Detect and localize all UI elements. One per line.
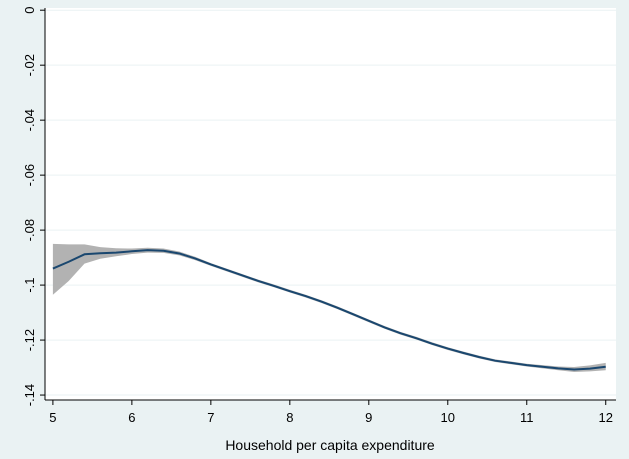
x-tick-label: 10	[441, 410, 455, 425]
y-tick-label: -.1	[22, 278, 37, 293]
grid-lines	[45, 9, 616, 396]
ci-band	[52, 243, 606, 372]
y-ticks: 0 -.02 -.04 -.06 -.08 -.1 -.12 -.14	[22, 7, 45, 406]
x-tick-label: 12	[598, 410, 612, 425]
x-tick-label: 7	[207, 410, 214, 425]
x-tick-label: 11	[520, 410, 534, 425]
x-tick-label: 8	[286, 410, 293, 425]
y-tick-label: -.02	[22, 54, 37, 76]
series-lines	[52, 249, 606, 371]
plot-area	[45, 8, 616, 400]
y-tick-label: -.04	[22, 109, 37, 131]
axes	[44, 8, 616, 401]
y-tick-label: -.12	[22, 329, 37, 351]
y-tick-label: -.14	[22, 384, 37, 406]
y-tick-label: -.08	[22, 219, 37, 241]
y-tick-label: 0	[22, 7, 37, 14]
confidence-band	[52, 243, 606, 372]
y-tick-label: -.06	[22, 164, 37, 186]
x-tick-label: 6	[128, 410, 135, 425]
series-line	[52, 249, 606, 371]
x-tick-label: 9	[365, 410, 372, 425]
x-tick-label: 5	[49, 410, 56, 425]
x-ticks: 5 6 7 8 9 10 11 12	[49, 400, 613, 425]
x-axis-title: Household per capita expenditure	[225, 437, 435, 453]
